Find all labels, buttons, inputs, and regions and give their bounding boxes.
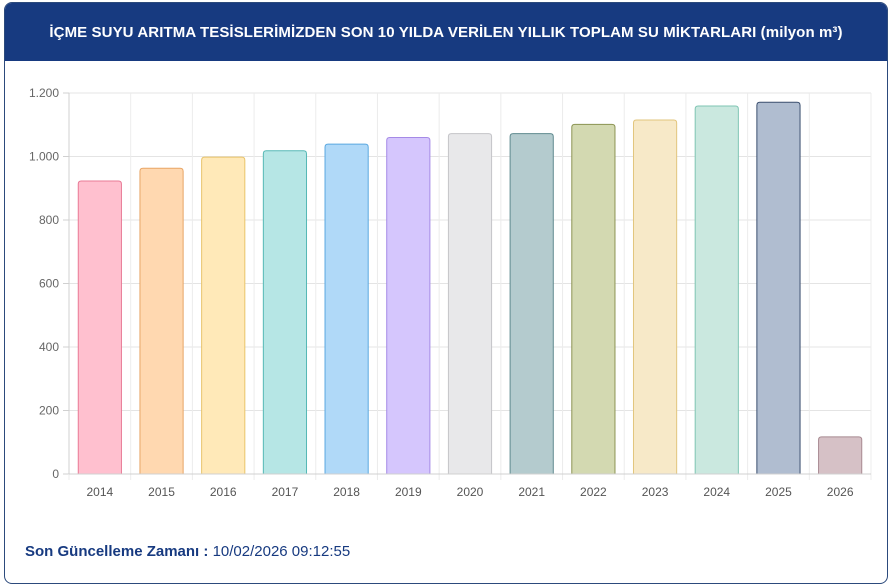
bar-2021 [509, 133, 554, 475]
chart-card: İÇME SUYU ARITMA TESİSLERİMİZDEN SON 10 … [4, 2, 888, 584]
y-tick-label: 0 [52, 467, 59, 481]
x-tick-label: 2017 [272, 485, 299, 499]
y-tick-label: 600 [39, 277, 59, 291]
chart-title: İÇME SUYU ARITMA TESİSLERİMİZDEN SON 10 … [49, 23, 843, 41]
bar-2026 [818, 436, 863, 475]
bar-chart: 0 200 400 600 800 1.000 1.200 2014 2015 2016 2017… [29, 86, 872, 499]
bar-2022 [571, 123, 616, 475]
chart-area: 0 200 400 600 800 1.000 1.200 2014 2015 2016 2017… [5, 61, 887, 521]
x-tick-label: 2015 [148, 485, 175, 499]
x-tick-label: 2022 [580, 485, 607, 499]
bar-2018 [324, 143, 369, 475]
bar-2020 [447, 133, 493, 475]
y-tick-label: 400 [39, 340, 59, 354]
last-update: Son Güncelleme Zamanı : 10/02/2026 09:12… [25, 543, 350, 560]
y-tick-label: 1.200 [29, 86, 59, 100]
y-axis: 0 200 400 600 800 1.000 1.200 [29, 86, 70, 481]
y-tick-label: 800 [39, 213, 59, 227]
bar-2024 [694, 105, 739, 475]
x-tick-label: 2021 [518, 485, 545, 499]
bars [77, 101, 863, 475]
x-tick-label: 2020 [457, 485, 484, 499]
y-tick-label: 200 [39, 404, 59, 418]
x-tick-label: 2014 [86, 485, 113, 499]
bar-2015 [139, 167, 184, 475]
bar-2017 [262, 150, 308, 475]
last-update-label: Son Güncelleme Zamanı : [25, 543, 209, 560]
x-tick-label: 2024 [703, 485, 730, 499]
x-tick-label: 2026 [827, 485, 854, 499]
bar-2014 [77, 180, 122, 475]
chart-header: İÇME SUYU ARITMA TESİSLERİMİZDEN SON 10 … [5, 3, 887, 61]
x-tick-label: 2023 [642, 485, 669, 499]
bar-2025 [756, 101, 801, 475]
x-tick-label: 2018 [333, 485, 360, 499]
bar-2019 [386, 136, 431, 475]
x-tick-label: 2019 [395, 485, 422, 499]
bar-2023 [632, 119, 678, 475]
x-axis: 2014 2015 2016 2017 2018 2019 2020 2021 2022 2023… [69, 473, 871, 499]
y-tick-label: 1.000 [29, 150, 59, 164]
bar-2016 [201, 156, 246, 475]
last-update-value: 10/02/2026 09:12:55 [212, 543, 351, 560]
x-tick-label: 2025 [765, 485, 792, 499]
x-tick-label: 2016 [210, 485, 237, 499]
